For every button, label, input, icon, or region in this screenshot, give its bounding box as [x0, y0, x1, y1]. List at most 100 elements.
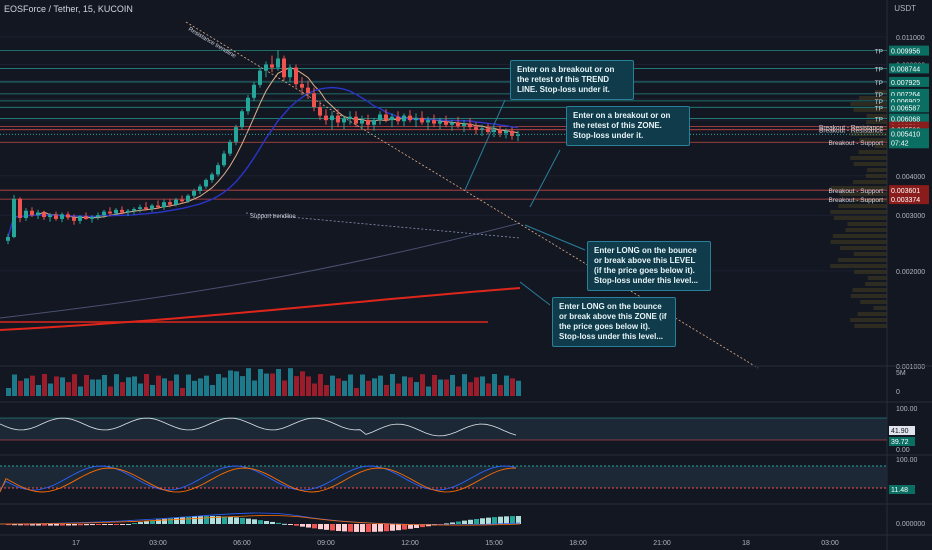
- candle-body: [492, 129, 496, 133]
- callout-connector: [464, 99, 506, 191]
- candle-body: [306, 87, 310, 94]
- macd-bar: [24, 524, 29, 526]
- candle-body: [12, 198, 16, 237]
- level-tag-bg: [889, 88, 929, 99]
- macd-bar: [288, 524, 293, 525]
- candle-body: [174, 199, 178, 205]
- rsi-band: [0, 418, 887, 440]
- volume-profile-bar: [837, 258, 887, 262]
- candle-body: [462, 123, 466, 126]
- stoch-d-line: [0, 467, 517, 493]
- candle-body: [414, 117, 418, 121]
- candle-body: [84, 216, 88, 219]
- candle-body: [138, 207, 142, 209]
- volume-profile-bar: [865, 174, 887, 178]
- volume-bar: [48, 383, 53, 396]
- volume-profile-bar: [854, 198, 887, 202]
- volume-profile-bar: [839, 246, 887, 250]
- macd-bar: [462, 520, 467, 524]
- volume-profile-bar: [850, 294, 887, 298]
- volume-bar: [432, 374, 437, 396]
- volume-bar: [498, 385, 503, 396]
- macd-bar: [114, 524, 119, 525]
- level-label: Breakout - Support: [828, 197, 883, 204]
- volume-bar: [270, 373, 275, 396]
- level-label: Breakout - Support: [828, 188, 883, 195]
- volume-bar: [252, 380, 257, 396]
- macd-bar: [48, 524, 53, 526]
- volume-profile-bar: [839, 192, 887, 196]
- time-tick-label: 17: [72, 540, 80, 547]
- time-tick-label: 06:00: [233, 540, 251, 547]
- level-label: Breakout - Resistance: [819, 125, 883, 132]
- rsi-bottom-label: 0.00: [896, 447, 910, 454]
- candle-body: [114, 209, 118, 214]
- volume-bar: [246, 368, 251, 396]
- volume-bar: [102, 374, 107, 396]
- macd-bar: [78, 524, 83, 526]
- candle-body: [144, 207, 148, 209]
- candle-body: [228, 141, 232, 154]
- stoch-band: [0, 466, 887, 488]
- macd-bar: [192, 516, 197, 524]
- macd-bar: [342, 524, 347, 532]
- volume-bar: [12, 374, 17, 396]
- candle-body: [438, 121, 442, 124]
- volume-bar: [378, 375, 383, 396]
- level-tag-text: 0.003601: [891, 188, 920, 195]
- macd-bar: [30, 524, 35, 526]
- volume-bar: [186, 374, 191, 396]
- candle-body: [294, 67, 298, 85]
- macd-bar: [504, 516, 509, 524]
- macd-bar: [90, 524, 95, 526]
- candle-body: [24, 210, 28, 219]
- macd-bar: [390, 524, 395, 531]
- level-tag-text: 0.009956: [891, 49, 920, 56]
- volume-profile-bar: [830, 186, 887, 190]
- volume-bar: [300, 371, 305, 396]
- volume-profile-bar: [850, 102, 887, 106]
- candle-body: [30, 210, 34, 216]
- volume-bar: [84, 374, 89, 396]
- macd-bar: [378, 524, 383, 532]
- macd-bar: [234, 517, 239, 524]
- candle-body: [276, 58, 280, 68]
- time-tick-label: 18: [742, 540, 750, 547]
- level-tag-bg: [889, 63, 929, 74]
- candle-body: [360, 120, 364, 124]
- volume-profile-bar: [866, 114, 887, 118]
- candle-body: [264, 64, 268, 71]
- volume-bar: [204, 375, 209, 396]
- stoch-top-label: 100.00: [896, 457, 918, 464]
- candle-body: [456, 122, 460, 126]
- macd-bar: [252, 519, 257, 524]
- volume-bar: [366, 380, 371, 396]
- macd-bar: [66, 524, 71, 526]
- macd-bar: [366, 524, 371, 532]
- volume-bar: [450, 375, 455, 396]
- support-trendline: [245, 212, 521, 239]
- candle-body: [378, 114, 382, 121]
- candle-body: [216, 165, 220, 175]
- candle-body: [198, 186, 202, 191]
- macd-bar: [36, 524, 41, 526]
- macd-bar: [306, 524, 311, 528]
- level-tag-bg: [889, 95, 929, 106]
- rsi-value1-text: 41.90: [891, 428, 909, 435]
- macd-bar: [384, 524, 389, 532]
- macd-bar: [84, 524, 89, 526]
- candle-body: [474, 127, 478, 130]
- callout-zone-bottom: Enter LONG on the bounce or break above …: [552, 297, 676, 347]
- macd-bar: [156, 519, 161, 524]
- volume-profile-bar: [832, 234, 887, 238]
- macd-bar: [480, 518, 485, 524]
- callout-connector: [529, 149, 561, 208]
- macd-bar: [330, 524, 335, 531]
- macd-bar: [468, 519, 473, 524]
- candle-body: [102, 211, 106, 216]
- callout-zone: Enter on a breakout or on the retest of …: [566, 106, 690, 146]
- volume-bar: [420, 374, 425, 396]
- volume-profile-bar: [867, 168, 887, 172]
- level-tag: 0.007925: [889, 76, 929, 87]
